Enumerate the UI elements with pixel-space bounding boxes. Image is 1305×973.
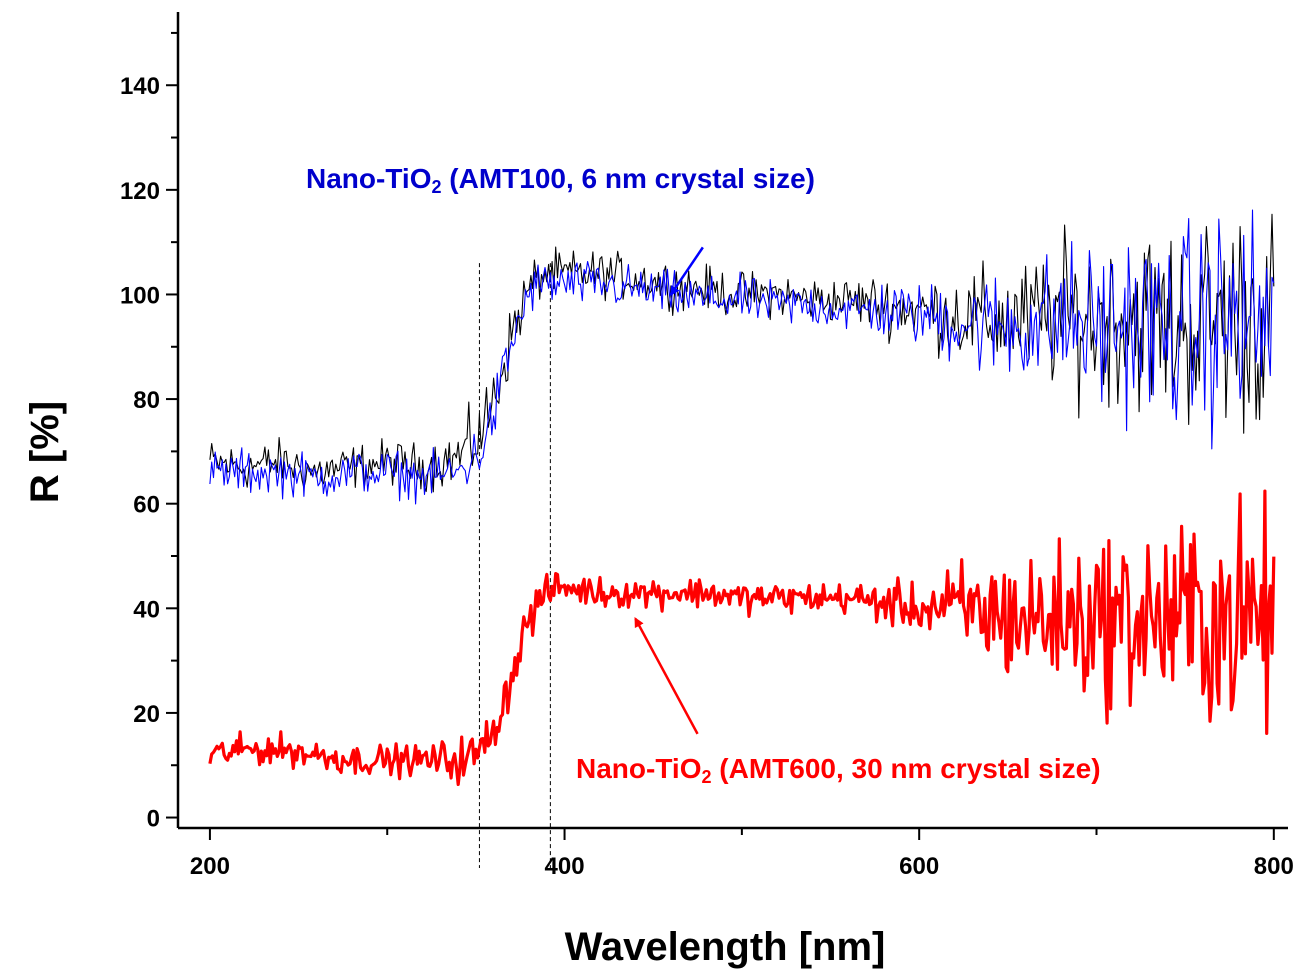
- y-axis-title: R [%]: [23, 401, 67, 503]
- series-line-1: [209, 213, 1275, 493]
- x-tick-label: 400: [545, 853, 585, 880]
- x-axis-title: Wavelength [nm]: [565, 925, 886, 969]
- y-tick-label: 140: [120, 73, 160, 100]
- y-tick-label: 120: [120, 178, 160, 205]
- tick-labels: 200 400 600 800 0 20 40 60 80 100 120 140: [120, 73, 1294, 880]
- y-tick-label: 60: [133, 492, 160, 519]
- series-lines: [208, 209, 1276, 787]
- axes: [176, 12, 1288, 830]
- series-line-2: [209, 209, 1275, 505]
- y-tick-label: 40: [133, 596, 160, 623]
- x-tick-label: 200: [190, 853, 230, 880]
- x-tick-label: 600: [899, 853, 939, 880]
- annotations: Nano-TiO2 (AMT100, 6 nm crystal size) Nan…: [306, 163, 1101, 787]
- y-tick-label: 80: [133, 387, 160, 414]
- series-line-3: [208, 489, 1276, 787]
- reference-lines: [478, 263, 551, 868]
- y-tick-label: 100: [120, 282, 160, 309]
- tick-marks: [166, 31, 1275, 840]
- annotation-label: Nano-TiO2 (AMT100, 6 nm crystal size): [306, 163, 815, 197]
- y-tick-label: 20: [133, 701, 160, 728]
- y-tick-label: 0: [147, 806, 160, 833]
- annotation-arrow: [669, 246, 704, 297]
- annotation-label: Nano-TiO2 (AMT600, 30 nm crystal size): [576, 753, 1101, 787]
- annotation-arrow: [634, 617, 699, 735]
- x-tick-label: 800: [1254, 853, 1294, 880]
